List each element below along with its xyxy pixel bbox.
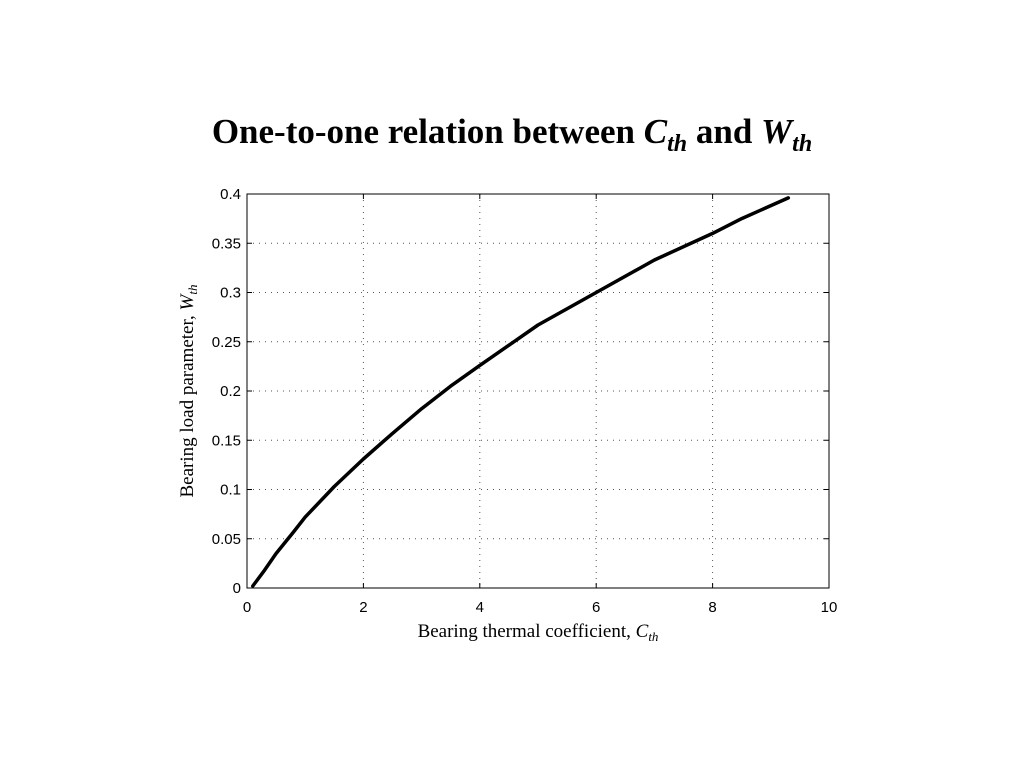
y-tick-label: 0.25 — [212, 334, 241, 351]
y-axis-label: Bearing load parameter, Wth — [177, 285, 200, 498]
y-axis-label-sub: th — [185, 285, 200, 295]
x-axis-label: Bearing thermal coefficient, Cth — [418, 621, 659, 644]
x-tick-label: 8 — [708, 599, 716, 616]
y-axis-label-var: W — [177, 292, 198, 310]
title-var-w: W — [761, 112, 793, 151]
x-axis-label-text: Bearing thermal coefficient, — [418, 621, 636, 642]
y-tick-label: 0 — [233, 580, 241, 597]
series-line — [251, 196, 791, 588]
x-tick-label: 10 — [821, 599, 838, 616]
plot-frame — [246, 193, 830, 589]
y-tick-label: 0.3 — [220, 285, 241, 302]
y-tick-label: 0.2 — [220, 383, 241, 400]
x-axis-label-var: C — [636, 621, 649, 642]
title-prefix: One-to-one relation between — [211, 112, 644, 151]
y-tick-label: 0.4 — [220, 186, 241, 203]
x-tick-label: 2 — [359, 599, 367, 616]
y-axis-label-text: Bearing load parameter, — [177, 310, 198, 497]
x-tick-label: 6 — [592, 599, 600, 616]
x-axis-label-sub: th — [648, 629, 658, 644]
title-middle: and — [687, 112, 762, 151]
y-tick-label: 0.1 — [220, 482, 241, 499]
series-group — [251, 196, 791, 588]
axis-ticks: 0 2 4 6 8 10 0 0.05 0.1 0.15 0.2 0.25 0.3 0.35 0.4 — [212, 186, 838, 616]
title-var-w-subscript: th — [792, 131, 813, 157]
y-tick-label: 0.15 — [212, 432, 241, 449]
chart-title: One-to-one relation between Cth and Wth — [0, 112, 1024, 158]
x-tick-label: 4 — [476, 599, 484, 616]
title-var-c: C — [643, 112, 668, 151]
x-tick-label: 0 — [243, 599, 251, 616]
title-var-c-subscript: th — [667, 131, 688, 157]
y-tick-label: 0.05 — [212, 531, 241, 548]
grid — [247, 194, 829, 588]
y-tick-label: 0.35 — [212, 235, 241, 252]
